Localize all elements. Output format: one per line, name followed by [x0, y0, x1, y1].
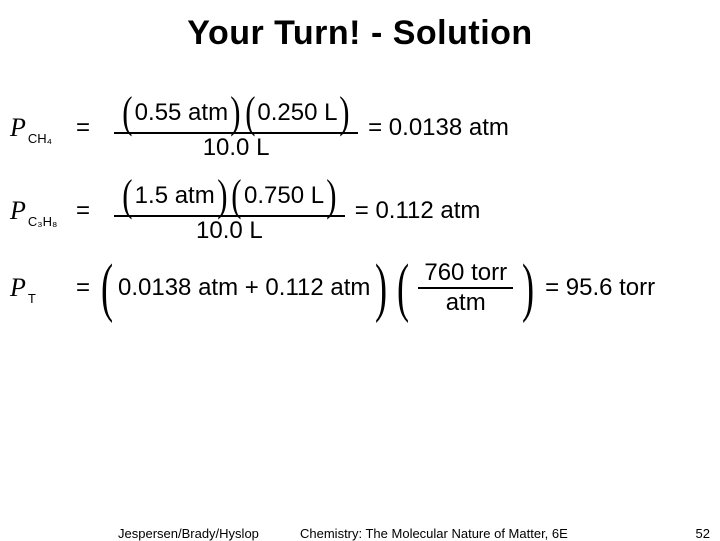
val-v1: 0.250 L	[257, 101, 337, 125]
equals-sign: =	[76, 116, 90, 140]
conversion-fraction: 760 torr atm	[418, 259, 513, 317]
result-total: = 95.6 torr	[545, 276, 655, 300]
symbol-p3: P	[10, 275, 26, 301]
val-v2: 0.750 L	[244, 184, 324, 208]
fraction-ch4: (0.55 atm) (0.250 L) 10.0 L	[114, 93, 358, 162]
numerator-ch4: (0.55 atm) (0.250 L)	[114, 93, 358, 134]
val-p1: 0.55 atm	[135, 101, 228, 125]
footer-page: 52	[696, 526, 710, 541]
symbol-p: P	[10, 115, 26, 141]
denominator-c3h8: 10.0 L	[190, 217, 269, 245]
result-c3h8: = 0.112 atm	[355, 199, 481, 223]
lhs-c3h8: P C₃H₈	[10, 198, 70, 224]
equation-c3h8: P C₃H₈ = (1.5 atm) (0.750 L) 10.0 L = 0.…	[10, 176, 710, 245]
equals-sign-2: =	[76, 199, 90, 223]
subscript-t: T	[28, 292, 36, 305]
conv-den: atm	[440, 289, 492, 317]
subscript-c3h8: C₃H₈	[28, 215, 57, 228]
fraction-c3h8: (1.5 atm) (0.750 L) 10.0 L	[114, 176, 345, 245]
result-ch4: = 0.0138 atm	[368, 116, 509, 140]
lhs-ch4: P CH₄	[10, 115, 70, 141]
denominator-ch4: 10.0 L	[197, 134, 276, 162]
result-val-ch4: 0.0138 atm	[389, 114, 509, 141]
equations-block: P CH₄ = (0.55 atm) (0.250 L) 10.0 L = 0.…	[0, 53, 720, 317]
footer-book: Chemistry: The Molecular Nature of Matte…	[300, 526, 568, 541]
equation-total: P T = (0.0138 atm + 0.112 atm) ( 760 tor…	[10, 259, 710, 317]
conv-num: 760 torr	[418, 259, 513, 289]
equals-sign-3: =	[76, 276, 90, 300]
subscript-ch4: CH₄	[28, 132, 52, 145]
slide-title: Your Turn! - Solution	[0, 0, 720, 53]
numerator-c3h8: (1.5 atm) (0.750 L)	[114, 176, 345, 217]
sum-text: 0.0138 atm + 0.112 atm	[118, 276, 370, 300]
result-val-total: 95.6 torr	[566, 274, 655, 301]
equation-ch4: P CH₄ = (0.55 atm) (0.250 L) 10.0 L = 0.…	[10, 93, 710, 162]
conversion-group: ( 760 torr atm )	[392, 259, 539, 317]
lhs-total: P T	[10, 275, 70, 301]
result-val-c3h8: 0.112 atm	[375, 197, 480, 224]
val-p2: 1.5 atm	[135, 184, 215, 208]
symbol-p2: P	[10, 198, 26, 224]
sum-group: (0.0138 atm + 0.112 atm)	[96, 265, 392, 311]
footer-authors: Jespersen/Brady/Hyslop	[118, 526, 259, 541]
